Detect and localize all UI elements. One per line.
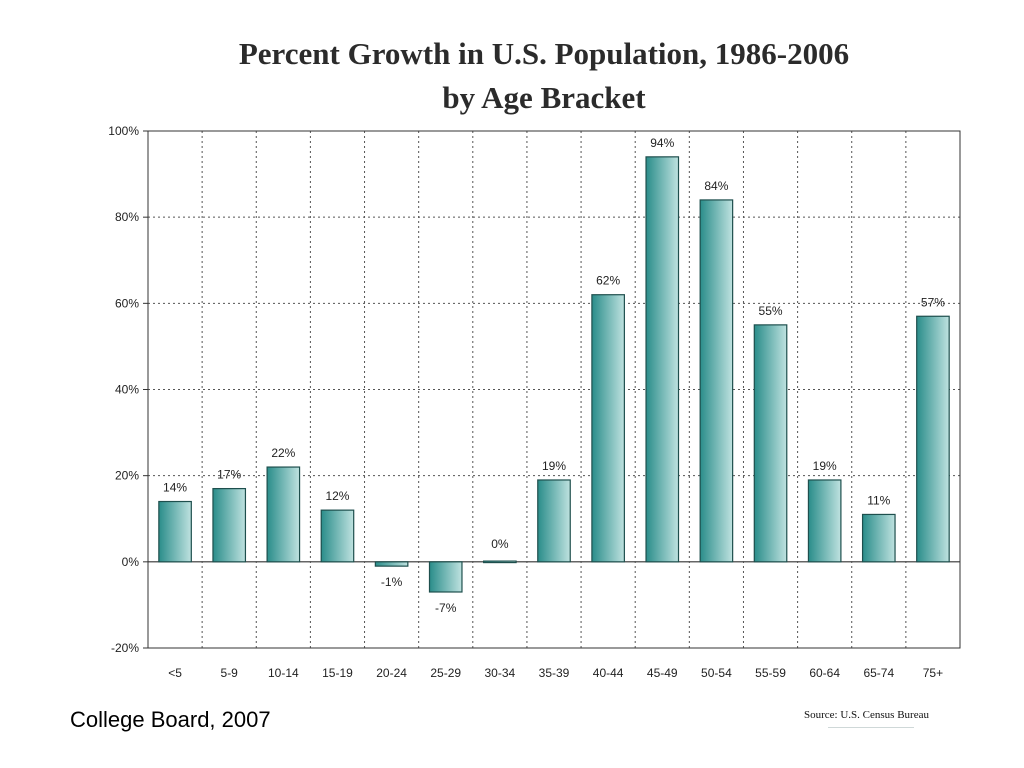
bar — [699, 199, 734, 563]
x-tick-label: 45-49 — [647, 666, 678, 680]
grid-layer — [143, 130, 960, 649]
bar — [807, 479, 842, 563]
source-text: Source: U.S. Census Bureau — [804, 709, 929, 721]
chart-subtitle: by Age Bracket — [442, 80, 646, 115]
y-tick-label: 20% — [115, 469, 139, 483]
y-tick-label: 40% — [115, 383, 139, 397]
bar — [266, 466, 301, 563]
bar — [374, 561, 409, 567]
bar — [753, 324, 788, 563]
y-tick-label: 100% — [108, 124, 139, 138]
x-tick-label: <5 — [168, 666, 182, 680]
data-label: 12% — [325, 489, 349, 503]
data-label: 55% — [759, 304, 783, 318]
data-label: 14% — [163, 481, 187, 495]
x-tick-label: 15-19 — [322, 666, 353, 680]
data-label: 84% — [704, 179, 728, 193]
x-tick-label: 5-9 — [221, 666, 239, 680]
x-tick-label: 40-44 — [593, 666, 624, 680]
bars-layer — [158, 156, 950, 593]
y-tick-label: 0% — [122, 555, 140, 569]
bar — [591, 294, 625, 563]
data-label: 0% — [491, 537, 509, 551]
x-tick-label: 75+ — [923, 666, 943, 680]
data-label: 19% — [813, 459, 837, 473]
x-tick-label: 25-29 — [430, 666, 461, 680]
source-underline — [828, 727, 914, 728]
bar — [645, 156, 680, 563]
bar — [483, 560, 517, 564]
y-tick-label: 80% — [115, 210, 139, 224]
bar — [861, 513, 896, 563]
bar — [916, 315, 950, 563]
bar — [320, 509, 355, 563]
x-tick-label: 35-39 — [539, 666, 570, 680]
x-tick-label: 50-54 — [701, 666, 732, 680]
x-tick-label: 65-74 — [863, 666, 894, 680]
x-tick-label: 30-34 — [485, 666, 516, 680]
labels-layer: -20% 0% 20% 40% 60% 80% 100% 14% <5 17% 5-9 22% 10-1… — [108, 124, 945, 680]
data-label: 22% — [271, 446, 295, 460]
credit-text: College Board, 2007 — [70, 707, 271, 732]
y-tick-label: 60% — [115, 296, 139, 310]
data-label: 19% — [542, 459, 566, 473]
bar — [212, 487, 247, 563]
x-tick-label: 55-59 — [755, 666, 786, 680]
y-tick-label: -20% — [111, 641, 139, 655]
data-label: 62% — [596, 274, 620, 288]
chart-title: Percent Growth in U.S. Population, 1986-… — [238, 36, 850, 71]
x-tick-label: 60-64 — [809, 666, 840, 680]
data-label: -1% — [381, 575, 403, 589]
x-tick-label: 20-24 — [376, 666, 407, 680]
data-label: 57% — [921, 295, 945, 309]
bar-chart: -20% 0% 20% 40% 60% 80% 100% 14% <5 17% 5-9 22% 10-1… — [108, 124, 961, 680]
data-label: -7% — [435, 601, 457, 615]
plot-frame — [147, 130, 961, 649]
bar — [428, 561, 463, 593]
data-label: 11% — [867, 493, 890, 507]
x-tick-label: 10-14 — [268, 666, 299, 680]
data-label: 94% — [650, 136, 674, 150]
bar — [537, 479, 571, 563]
bar — [158, 500, 192, 563]
data-label: 17% — [217, 468, 241, 482]
